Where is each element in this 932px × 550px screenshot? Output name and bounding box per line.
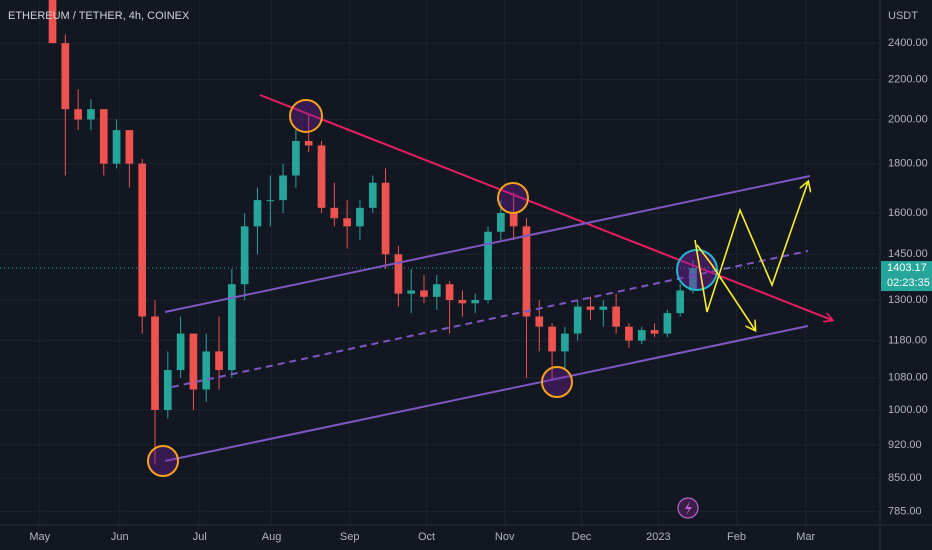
y-axis-title: USDT <box>888 10 918 22</box>
candle-body <box>599 306 608 310</box>
x-tick-label: Jul <box>193 531 207 543</box>
x-tick-label: Oct <box>418 531 435 543</box>
candle-body <box>176 333 185 371</box>
y-tick-label: 850.00 <box>888 472 922 484</box>
candle-body <box>548 326 556 352</box>
x-tick-label: Aug <box>262 531 282 543</box>
resistance-line <box>259 94 832 320</box>
candle-body <box>445 284 454 301</box>
candle-body <box>99 109 108 164</box>
marker-circle <box>289 99 323 133</box>
candle-body <box>74 109 82 120</box>
candle-body <box>420 290 428 297</box>
last-price-label: 1403.17 <box>887 262 927 274</box>
last-price-box <box>881 261 932 292</box>
y-tick-label: 1300.00 <box>888 294 928 306</box>
candle-body <box>497 213 505 232</box>
drawings <box>147 94 832 519</box>
candle-body <box>343 218 351 227</box>
candle-body <box>432 284 441 297</box>
candle-body <box>112 130 121 164</box>
candle-body <box>189 333 198 390</box>
candle-body <box>394 254 403 294</box>
candle-body <box>535 316 544 327</box>
candle-body <box>215 351 223 371</box>
candle-body <box>266 200 275 202</box>
grid <box>0 0 880 525</box>
candle-body <box>650 330 659 334</box>
candle-body <box>381 182 390 255</box>
x-tick-label: Sep <box>340 531 360 543</box>
x-tick-label: Feb <box>727 531 746 543</box>
candle-body <box>253 200 262 227</box>
candle-body <box>228 284 236 371</box>
candle-body <box>163 370 172 410</box>
candle-body <box>151 316 159 410</box>
x-tick-label: Mar <box>796 531 815 543</box>
y-tick-label: 785.00 <box>888 505 922 517</box>
candle-body <box>637 330 646 341</box>
candle-body <box>471 300 480 304</box>
y-tick-label: 2000.00 <box>888 113 928 125</box>
projection-path <box>694 182 808 313</box>
y-tick-label: 1450.00 <box>888 248 928 260</box>
y-tick-label: 1180.00 <box>888 335 927 347</box>
candle-body <box>48 0 57 44</box>
y-tick-label: 1000.00 <box>888 404 928 416</box>
x-tick-label: Dec <box>572 531 592 543</box>
candle-body <box>689 268 697 291</box>
candle-body <box>522 226 531 317</box>
candle-body <box>138 163 147 317</box>
candle-body <box>458 300 467 304</box>
x-tick-label: Jun <box>111 531 129 543</box>
y-tick-label: 1800.00 <box>888 158 928 170</box>
marker-circle <box>541 366 573 398</box>
x-tick-label: 2023 <box>646 531 670 543</box>
marker-circle <box>147 445 179 477</box>
countdown-label: 02:23:35 <box>887 277 930 289</box>
candle-body <box>484 231 492 301</box>
channel-lower <box>164 325 809 462</box>
candle-body <box>676 290 685 314</box>
candle-body <box>87 109 95 120</box>
candle-body <box>561 333 569 352</box>
axes: 785.00 850.00 920.00 1000.00 1080.00 1180.00 1… <box>0 37 932 543</box>
candles <box>48 0 697 464</box>
candle-body <box>125 130 134 164</box>
candle-body <box>573 306 582 334</box>
candle-body <box>202 351 211 390</box>
marker-circle <box>497 182 529 214</box>
y-tick-label: 1600.00 <box>888 207 928 219</box>
y-tick-label: 2200.00 <box>888 73 928 85</box>
y-tick-label: 1080.00 <box>888 372 928 384</box>
candle-body <box>612 306 620 327</box>
candle-body <box>663 313 672 334</box>
channel-upper <box>164 175 811 313</box>
candle-body <box>586 306 595 310</box>
candle-body <box>240 226 249 285</box>
candle-body <box>304 141 313 146</box>
event-icon-bolt <box>685 501 692 515</box>
candle-body <box>330 207 339 219</box>
candle-body <box>356 207 364 227</box>
candle-body <box>368 182 377 208</box>
y-tick-label: 920.00 <box>888 439 922 451</box>
candle-body <box>625 326 633 341</box>
candle-body <box>292 141 300 176</box>
projection-path <box>696 244 755 330</box>
chart-title: ETHEREUM / TETHER, 4h, COINEX <box>8 10 190 22</box>
x-tick-label: May <box>29 531 50 543</box>
y-tick-label: 2400.00 <box>888 37 928 49</box>
x-tick-label: Nov <box>495 531 515 543</box>
candle-body <box>509 213 518 227</box>
channel-middle <box>171 250 809 388</box>
candle-body <box>317 145 326 208</box>
candle-body <box>61 43 70 110</box>
candle-body <box>279 175 287 201</box>
candle-body <box>407 290 416 294</box>
